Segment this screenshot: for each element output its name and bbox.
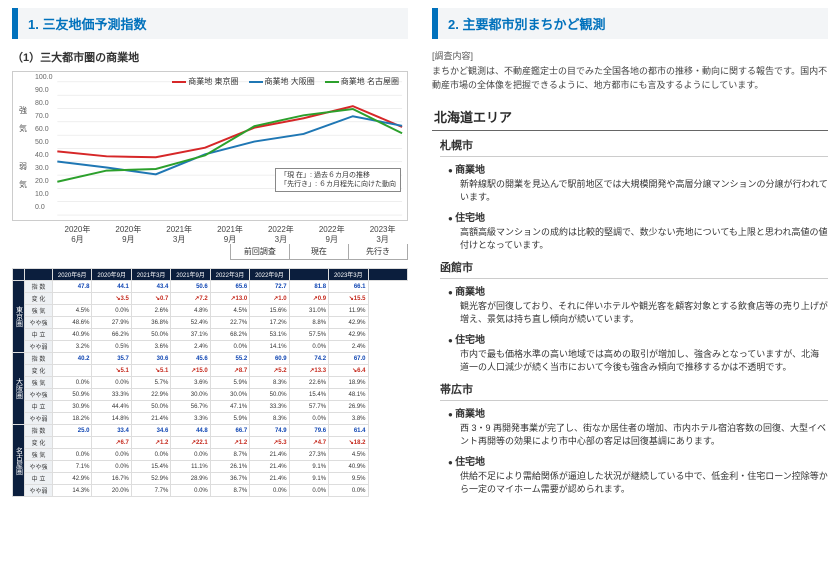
city-name: 札幌市 (440, 137, 828, 157)
category-label: 商業地 (448, 283, 828, 298)
x-tick: 2020年6月 (52, 225, 103, 244)
section1-header: 1. 三友地価予測指数 (12, 8, 408, 39)
left-column: 1. 三友地価予測指数 （1）三大都市圏の商業地 商業地 東京圏 商業地 大阪圏… (0, 0, 420, 561)
x-sub: 先行き (348, 244, 407, 259)
y-axis-labels: 強 気 弱 気 (19, 102, 27, 194)
chart-svg (13, 72, 407, 220)
line-chart: 商業地 東京圏 商業地 大阪圏 商業地 名古屋圏 100.090.080.070… (12, 71, 408, 221)
area-title: 北海道エリア (432, 103, 828, 131)
data-table: 2020年6月2020年9月2021年3月2021年9月2022年3月2022年… (12, 268, 408, 497)
x-sub: 現在 (289, 244, 348, 259)
category-desc: 市内で最も価格水準の高い地域では高めの取引が増加し、強含みとなっていますが、北海… (460, 348, 828, 375)
x-axis-labels: 2020年6月2020年9月2021年3月2021年9月2022年3月2022年… (12, 225, 408, 244)
legend-item-3: 商業地 名古屋圏 (325, 76, 399, 87)
x-tick: 2023年3月 (357, 225, 408, 244)
category-label: 住宅地 (448, 209, 828, 224)
chart-legend: 商業地 東京圏 商業地 大阪圏 商業地 名古屋圏 (172, 76, 399, 87)
city-name: 函館市 (440, 259, 828, 279)
chart-note-box: 「現 在」: 過去６カ月の推移 「先行き」: ６カ月程先に向けた動向 (275, 168, 401, 192)
legend-item-1: 商業地 東京圏 (172, 76, 238, 87)
category-desc: 西 3・9 再開発事業が完了し、街なか居住者の増加、市内ホテル宿泊客数の回復、大… (460, 422, 828, 449)
right-column: 2. 主要都市別まちかど観測 [調査内容] まちかど観測は、不動産鑑定士の目でみ… (420, 0, 840, 561)
chart-subtitle: （1）三大都市圏の商業地 (12, 49, 408, 65)
x-tick: 2022年9月 (306, 225, 357, 244)
x-axis-sublabels: 前回調査現在先行き (230, 244, 408, 260)
survey-label: [調査内容] (432, 49, 828, 62)
category-label: 住宅地 (448, 331, 828, 346)
x-tick: 2022年3月 (255, 225, 306, 244)
x-tick: 2021年3月 (154, 225, 205, 244)
x-tick: 2020年9月 (103, 225, 154, 244)
category-desc: 供給不足により需給関係が逼迫した状況が継続している中で、低金利・住宅ローン控除等… (460, 470, 828, 497)
category-desc: 新幹線駅の開業を見込んで駅前地区では大規模開発や高層分譲マンションの分譲が行われ… (460, 178, 828, 205)
survey-desc: まちかど観測は、不動産鑑定士の目でみた全国各地の都市の推移・動向に関する報告です… (432, 64, 828, 93)
x-tick: 2021年9月 (205, 225, 256, 244)
category-label: 商業地 (448, 161, 828, 176)
city-list: 札幌市商業地新幹線駅の開業を見込んで駅前地区では大規模開発や高層分譲マンションの… (432, 137, 828, 497)
legend-item-2: 商業地 大阪圏 (249, 76, 315, 87)
city-name: 帯広市 (440, 381, 828, 401)
category-desc: 観光客が回復しており、それに伴いホテルや観光客を顧客対象とする飲食店等の売り上げ… (460, 300, 828, 327)
category-desc: 高額高級マンションの成約は比較的堅調で、数少ない売地についても上限と思われ高値の… (460, 226, 828, 253)
section2-header: 2. 主要都市別まちかど観測 (432, 8, 828, 39)
category-label: 商業地 (448, 405, 828, 420)
category-label: 住宅地 (448, 453, 828, 468)
x-sub: 前回調査 (231, 244, 289, 259)
